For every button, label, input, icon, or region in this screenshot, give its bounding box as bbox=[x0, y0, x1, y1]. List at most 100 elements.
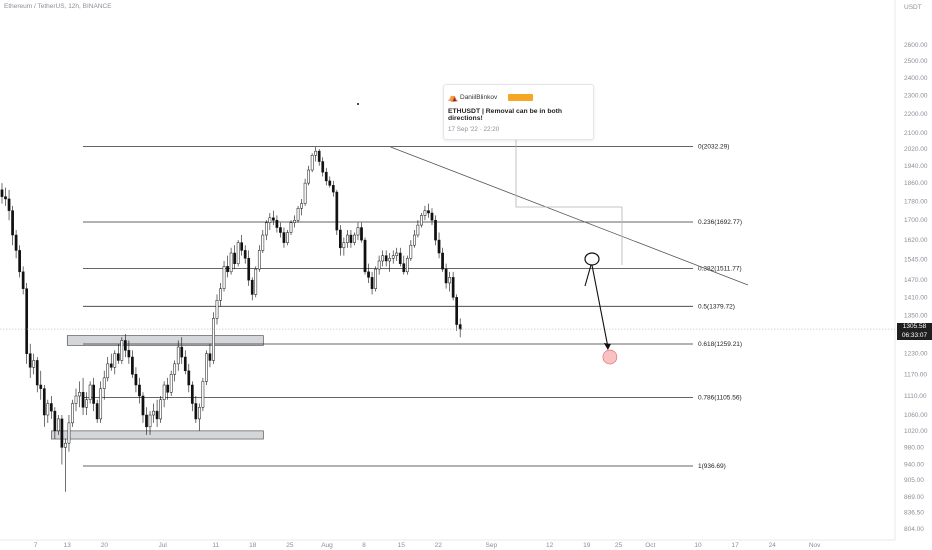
idea-author[interactable]: DaniilBlinkov bbox=[460, 94, 498, 101]
candle-body-20 bbox=[71, 403, 74, 424]
candle-body-7 bbox=[25, 288, 29, 354]
price-tick-14: 1410.00 bbox=[904, 294, 928, 301]
price-tick-19: 1110.00 bbox=[904, 393, 927, 400]
price-axis: 2600.00 2500.00 2400.00 2300.00 2200.00 2100.… bbox=[904, 42, 928, 533]
range-zone-0 bbox=[66, 335, 264, 346]
fib-label-0: 0(2032.29) bbox=[698, 144, 729, 151]
candle-body-94 bbox=[331, 185, 335, 193]
candle-body-71 bbox=[250, 279, 254, 295]
candle-body-84 bbox=[296, 208, 300, 221]
candle-body-68 bbox=[240, 242, 244, 251]
candle-body-78 bbox=[275, 219, 279, 228]
drawing-overlays bbox=[0, 103, 895, 365]
candle-body-15 bbox=[53, 410, 57, 432]
fib-label-2: 0.382(1511.77) bbox=[698, 266, 742, 273]
candle-body-117 bbox=[413, 234, 416, 246]
idea-title[interactable]: ETHUSDT | Removal can be in both directi… bbox=[448, 108, 563, 122]
price-tick-1: 2500.00 bbox=[904, 58, 928, 65]
price-tick-10: 1700.00 bbox=[904, 217, 928, 224]
candle-body-109 bbox=[384, 255, 388, 262]
fibonacci-retracement[interactable]: 0(2032.29) 0.236(1692.77) 0.382(1511.77) 0.… bbox=[83, 144, 742, 470]
author-avatar-icon: ⛺ bbox=[448, 93, 458, 102]
candle-body-83 bbox=[293, 219, 296, 223]
bar-countdown: 06:33:07 bbox=[901, 331, 928, 339]
candle-body-24 bbox=[85, 399, 88, 408]
candle-body-93 bbox=[328, 180, 332, 186]
candle-body-0 bbox=[0, 189, 4, 197]
candle-body-95 bbox=[335, 191, 339, 231]
candle-body-38 bbox=[134, 374, 138, 386]
fib-label-4: 0.618(1259.21) bbox=[698, 341, 742, 348]
idea-connector bbox=[515, 138, 623, 265]
candle-body-75 bbox=[264, 222, 268, 236]
candle-body-128 bbox=[451, 277, 455, 298]
candle-body-121 bbox=[427, 210, 430, 214]
date-tick-15: Oct bbox=[645, 542, 655, 549]
date-tick-14: 25 bbox=[615, 542, 623, 549]
price-tick-11: 1620.00 bbox=[904, 237, 928, 244]
candle-body-87 bbox=[307, 169, 310, 184]
candle-body-80 bbox=[282, 232, 286, 243]
candle-body-66 bbox=[233, 252, 236, 264]
current-price-label: 1305.58 06:33:07 bbox=[897, 323, 932, 340]
candle-body-113 bbox=[398, 252, 402, 264]
candle-body-96 bbox=[339, 229, 342, 249]
date-tick-2: 20 bbox=[101, 542, 109, 549]
candle-body-35 bbox=[124, 340, 127, 351]
candle-body-41 bbox=[145, 414, 148, 428]
idea-card[interactable]: ⛺ DaniilBlinkov ETHUSDT | Removal can be… bbox=[443, 84, 594, 140]
candle-body-107 bbox=[377, 260, 381, 270]
range-zone-1 bbox=[51, 430, 264, 440]
date-tick-1: 13 bbox=[64, 542, 72, 549]
date-tick-7: Aug bbox=[321, 542, 333, 549]
candle-body-67 bbox=[236, 242, 240, 264]
price-tick-5: 2100.00 bbox=[904, 130, 928, 137]
candle-body-119 bbox=[420, 215, 423, 226]
chart-symbol-header: Ethereum / TetherUS, 12h, BINANCE bbox=[4, 3, 112, 10]
price-tick-26: 836.50 bbox=[904, 510, 924, 517]
candle-body-61 bbox=[215, 300, 219, 319]
pivot-circle bbox=[584, 252, 600, 266]
candle-body-70 bbox=[247, 258, 251, 281]
candle-body-17 bbox=[60, 418, 64, 448]
candle-body-54 bbox=[190, 384, 194, 404]
price-tick-6: 2020.00 bbox=[904, 146, 928, 153]
candle-body-72 bbox=[254, 268, 258, 295]
projection-arrowhead bbox=[603, 343, 611, 351]
marker-dot bbox=[357, 103, 359, 105]
candle-body-25 bbox=[88, 384, 92, 400]
fib-label-3: 0.5(1379.72) bbox=[698, 303, 735, 310]
candle-body-57 bbox=[201, 381, 205, 408]
date-tick-9: 15 bbox=[398, 542, 406, 549]
candle-body-118 bbox=[416, 224, 420, 236]
date-tick-5: 18 bbox=[249, 542, 257, 549]
candle-body-85 bbox=[300, 203, 303, 209]
date-tick-10: 22 bbox=[435, 542, 443, 549]
candle-body-11 bbox=[39, 384, 43, 389]
candle-body-31 bbox=[109, 363, 113, 368]
candle-body-12 bbox=[42, 388, 46, 416]
candle-body-58 bbox=[205, 353, 208, 382]
fib-label-1: 0.236(1692.77) bbox=[698, 219, 742, 226]
candle-body-9 bbox=[32, 360, 36, 368]
candle-body-90 bbox=[317, 150, 321, 162]
fib-label-6: 1(936.69) bbox=[698, 463, 726, 470]
candle-body-42 bbox=[148, 414, 152, 428]
candle-body-126 bbox=[444, 268, 448, 284]
candle-body-102 bbox=[360, 227, 363, 241]
date-tick-6: 25 bbox=[286, 542, 294, 549]
price-tick-25: 869.00 bbox=[904, 494, 924, 501]
target-zone bbox=[602, 349, 618, 365]
candle-body-49 bbox=[173, 363, 177, 375]
price-tick-24: 905.00 bbox=[904, 477, 924, 484]
candle-body-122 bbox=[430, 212, 434, 221]
candle-body-4 bbox=[14, 234, 18, 251]
candle-body-52 bbox=[183, 356, 187, 372]
price-tick-12: 1545.00 bbox=[904, 257, 928, 264]
date-tick-13: 19 bbox=[583, 542, 591, 549]
candle-body-39 bbox=[138, 384, 141, 397]
candle-body-53 bbox=[187, 370, 191, 386]
candle-body-108 bbox=[381, 255, 384, 262]
